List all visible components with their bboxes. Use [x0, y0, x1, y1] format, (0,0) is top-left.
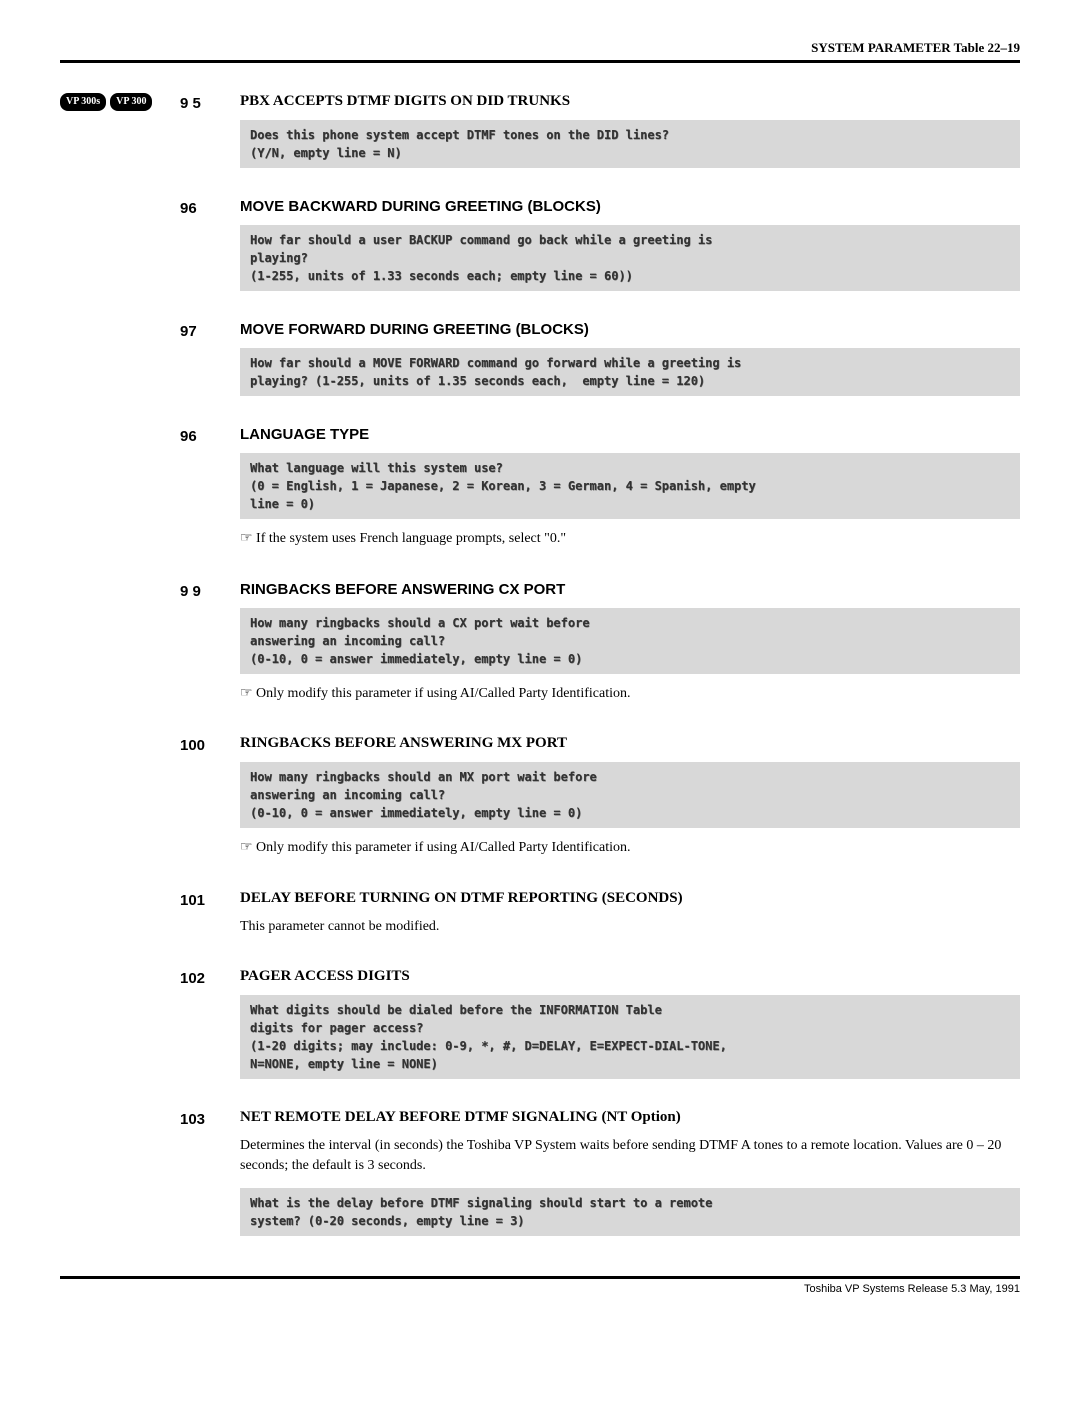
model-badge: VP 300 — [110, 93, 152, 111]
param-heading: NET REMOTE DELAY BEFORE DTMF SIGNALING (… — [240, 1109, 1020, 1126]
param-heading: PBX ACCEPTS DTMF DIGITS ON DID TRUNKS — [240, 93, 1020, 110]
prompt-box: How many ringbacks should an MX port wai… — [240, 762, 1020, 828]
param-content: PBX ACCEPTS DTMF DIGITS ON DID TRUNKS Doe… — [240, 93, 1020, 178]
param-entry: 100RINGBACKS BEFORE ANSWERING MX PORT How… — [60, 735, 1020, 870]
param-number: 9 9 — [180, 581, 240, 600]
note-text: ☞ If the system uses French language pro… — [240, 529, 1020, 549]
param-entry: 97MOVE FORWARD DURING GREETING (BLOCKS) H… — [60, 321, 1020, 406]
param-content: DELAY BEFORE TURNING ON DTMF REPORTING (… — [240, 890, 1020, 949]
param-number: 97 — [180, 321, 240, 340]
body-text: Determines the interval (in seconds) the… — [240, 1136, 1020, 1175]
param-entry: 102PAGER ACCESS DIGITS What digits should… — [60, 968, 1020, 1089]
prompt-box: Does this phone system accept DTMF tones… — [240, 120, 1020, 168]
param-content: MOVE FORWARD DURING GREETING (BLOCKS) How… — [240, 321, 1020, 406]
param-content: NET REMOTE DELAY BEFORE DTMF SIGNALING (… — [240, 1109, 1020, 1245]
entries-container: VP 300sVP 300 9 5PBX ACCEPTS DTMF DIGITS … — [60, 93, 1020, 1246]
param-number: 96 — [180, 426, 240, 445]
param-number: 9 5 — [180, 93, 240, 112]
param-entry: 101DELAY BEFORE TURNING ON DTMF REPORTIN… — [60, 890, 1020, 949]
badges-col: VP 300sVP 300 — [60, 93, 170, 111]
prompt-box: How far should a user BACKUP command go … — [240, 225, 1020, 291]
param-number: 103 — [180, 1109, 240, 1128]
param-heading: MOVE FORWARD DURING GREETING (BLOCKS) — [240, 321, 1020, 338]
model-badge: VP 300s — [60, 93, 106, 111]
note-text: ☞ Only modify this parameter if using AI… — [240, 838, 1020, 858]
page-footer: Toshiba VP Systems Release 5.3 May, 1991 — [60, 1276, 1020, 1295]
param-entry: 9 9RINGBACKS BEFORE ANSWERING CX PORT How… — [60, 581, 1020, 716]
param-number: 102 — [180, 968, 240, 987]
param-heading: DELAY BEFORE TURNING ON DTMF REPORTING (… — [240, 890, 1020, 907]
param-content: LANGUAGE TYPE What language will this sys… — [240, 426, 1020, 561]
prompt-box: What language will this system use? (0 =… — [240, 453, 1020, 519]
param-number: 101 — [180, 890, 240, 909]
param-entry: 96LANGUAGE TYPE What language will this s… — [60, 426, 1020, 561]
page-header: SYSTEM PARAMETER Table 22–19 — [60, 40, 1020, 63]
prompt-box: How many ringbacks should a CX port wait… — [240, 608, 1020, 674]
prompt-box: What digits should be dialed before the … — [240, 995, 1020, 1079]
param-content: MOVE BACKWARD DURING GREETING (BLOCKS) Ho… — [240, 198, 1020, 301]
param-heading: RINGBACKS BEFORE ANSWERING CX PORT — [240, 581, 1020, 598]
param-content: PAGER ACCESS DIGITS What digits should be… — [240, 968, 1020, 1089]
note-text: ☞ Only modify this parameter if using AI… — [240, 684, 1020, 704]
param-heading: LANGUAGE TYPE — [240, 426, 1020, 443]
param-entry: VP 300sVP 300 9 5PBX ACCEPTS DTMF DIGITS … — [60, 93, 1020, 178]
param-number: 100 — [180, 735, 240, 754]
param-entry: 96MOVE BACKWARD DURING GREETING (BLOCKS)… — [60, 198, 1020, 301]
param-content: RINGBACKS BEFORE ANSWERING MX PORT How ma… — [240, 735, 1020, 870]
prompt-box: What is the delay before DTMF signaling … — [240, 1188, 1020, 1236]
param-heading: RINGBACKS BEFORE ANSWERING MX PORT — [240, 735, 1020, 752]
param-number: 96 — [180, 198, 240, 217]
param-heading: MOVE BACKWARD DURING GREETING (BLOCKS) — [240, 198, 1020, 215]
prompt-box: How far should a MOVE FORWARD command go… — [240, 348, 1020, 396]
param-heading: PAGER ACCESS DIGITS — [240, 968, 1020, 985]
body-text: This parameter cannot be modified. — [240, 917, 1020, 937]
param-content: RINGBACKS BEFORE ANSWERING CX PORT How ma… — [240, 581, 1020, 716]
param-entry: 103NET REMOTE DELAY BEFORE DTMF SIGNALIN… — [60, 1109, 1020, 1245]
